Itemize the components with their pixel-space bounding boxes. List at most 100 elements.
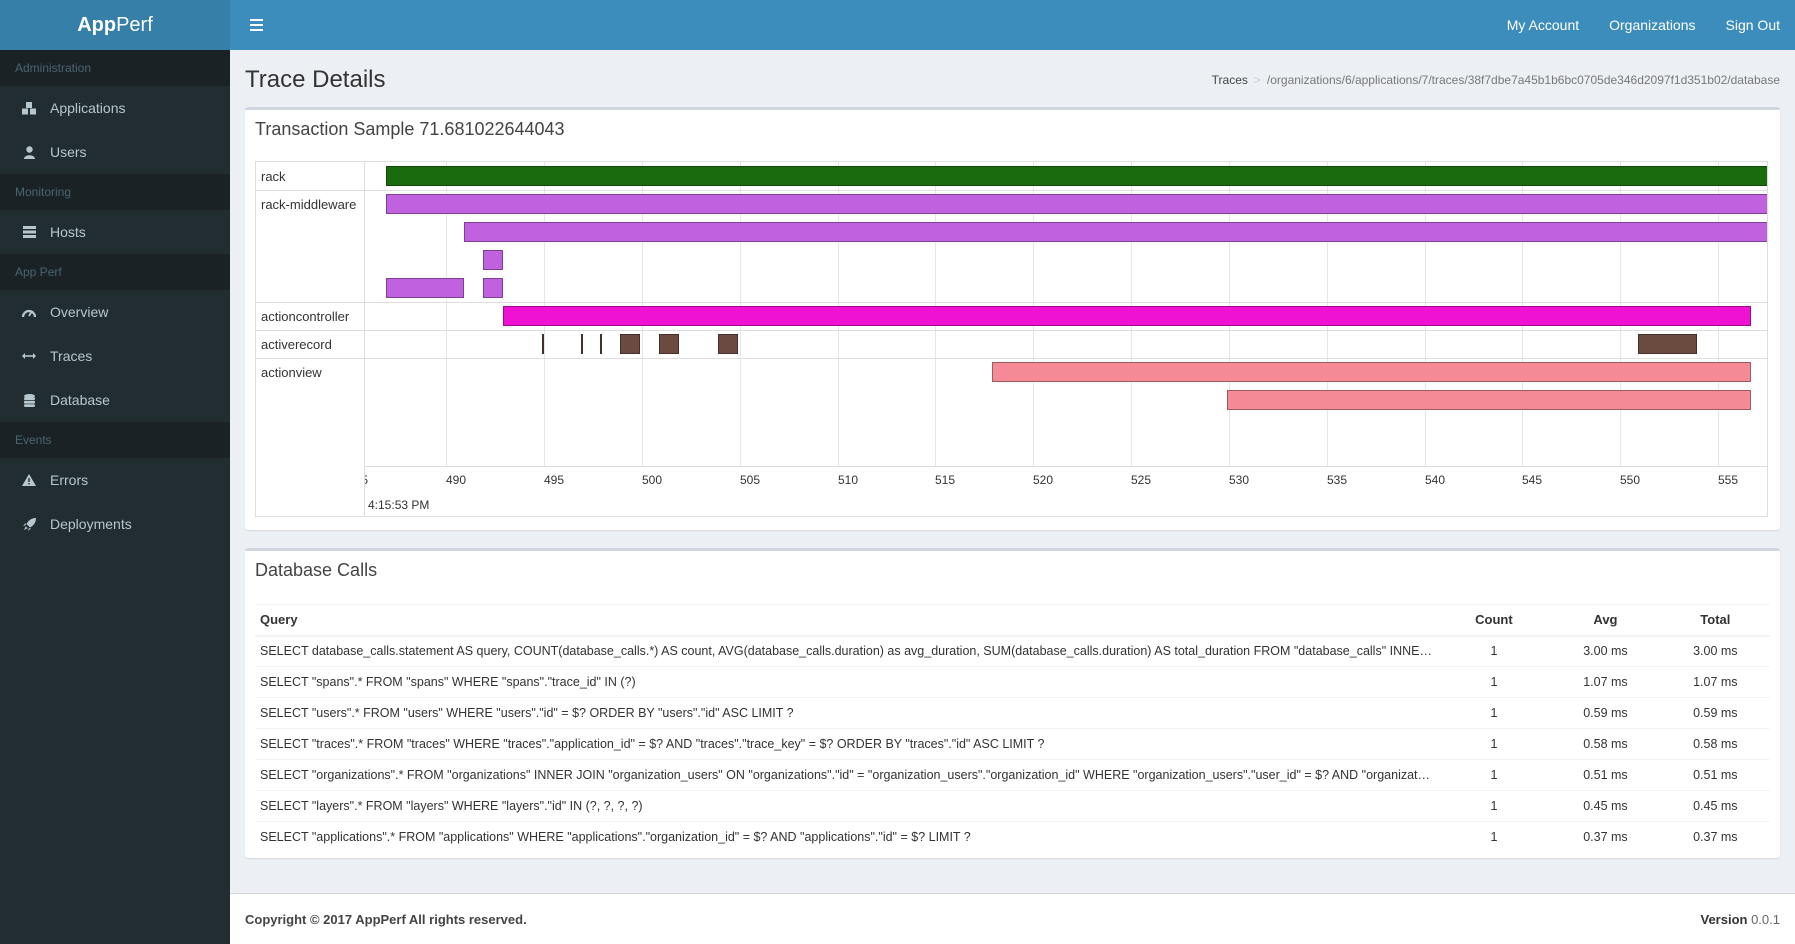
query-cell: SELECT "applications".* FROM "applicatio…: [255, 821, 1438, 853]
trace-timeline: rack rack-middleware actioncontroller activ…: [255, 161, 1768, 517]
version-number: 0.0.1: [1751, 911, 1780, 927]
sidebar-item-traces[interactable]: Traces: [0, 334, 230, 378]
logo-bold: App: [77, 13, 117, 36]
query-cell: SELECT database_calls.statement AS query…: [255, 635, 1438, 667]
breadcrumb-separator: >: [1253, 73, 1261, 87]
top-navbar: My Account Organizations Sign Out: [230, 0, 1795, 50]
x-tick-label: 510: [838, 473, 859, 487]
count-cell: 1: [1437, 666, 1551, 698]
total-cell: 0.51 ms: [1660, 759, 1770, 791]
lane-separator: [256, 302, 364, 303]
total-cell: 0.59 ms: [1660, 697, 1770, 729]
sidebar-item-label: Deployments: [50, 516, 132, 532]
sidebar-item-overview[interactable]: Overview: [0, 290, 230, 334]
page-title: Trace Details: [245, 66, 386, 93]
main-content: Trace Details Traces > /organizations/6/…: [230, 50, 1795, 893]
sidebar-header-events: Events: [0, 422, 230, 458]
breadcrumb-current: /organizations/6/applications/7/traces/3…: [1266, 73, 1780, 87]
total-cell: 1.07 ms: [1660, 666, 1770, 698]
query-cell: SELECT "traces".* FROM "traces" WHERE "t…: [255, 728, 1438, 760]
span-bar-rack-middleware[interactable]: [483, 278, 503, 298]
total-cell: 0.45 ms: [1660, 790, 1770, 822]
span-bar-activerecord[interactable]: [581, 334, 584, 354]
timeline-lane-labels: rack rack-middleware actioncontroller activ…: [256, 162, 365, 516]
lane-label-rack: rack: [261, 169, 286, 184]
span-bar-activerecord[interactable]: [718, 334, 738, 354]
lane-separator: [256, 190, 364, 191]
nav-organizations[interactable]: Organizations: [1609, 17, 1696, 33]
x-axis-line: [365, 466, 1767, 467]
column-header-query[interactable]: Query: [255, 604, 1438, 637]
avg-cell: 1.07 ms: [1550, 666, 1661, 698]
span-bar-actionview[interactable]: [1226, 390, 1752, 410]
sidebar-item-label: Hosts: [50, 224, 86, 240]
lane-separator: [365, 330, 1767, 331]
x-tick-label: 520: [1033, 473, 1054, 487]
span-bar-actioncontroller[interactable]: [502, 306, 1752, 326]
user-icon: [18, 145, 40, 159]
app-logo[interactable]: App Perf: [0, 0, 230, 50]
grid-line: [446, 162, 447, 466]
span-bar-activerecord[interactable]: [542, 334, 545, 354]
dashboard-icon: [18, 307, 40, 318]
timeline-start-time: 4:15:53 PM: [368, 498, 430, 512]
logo-light: Perf: [116, 13, 153, 36]
lane-label-activerecord: activerecord: [261, 337, 332, 352]
timeline-plot: 4:15:53 PM 485 490 495 500 505 510 515 520 525 53…: [365, 162, 1767, 516]
trace-panel: Transaction Sample 71.681022644043 rack r…: [245, 107, 1780, 530]
span-bar-activerecord[interactable]: [599, 334, 602, 354]
server-icon: [18, 226, 40, 238]
span-bar-activerecord[interactable]: [620, 334, 640, 354]
sidebar-item-users[interactable]: Users: [0, 130, 230, 174]
span-bar-rack-middleware[interactable]: [463, 222, 1767, 242]
breadcrumb-traces-link[interactable]: Traces: [1211, 73, 1248, 87]
span-bar-rack-middleware[interactable]: [385, 278, 464, 298]
x-tick-label: 555: [1718, 473, 1739, 487]
span-bar-rack-middleware[interactable]: [385, 194, 1767, 214]
column-header-count[interactable]: Count: [1437, 604, 1551, 637]
count-cell: 1: [1437, 759, 1551, 791]
query-cell: SELECT "organizations".* FROM "organizat…: [255, 759, 1438, 791]
x-tick-label: 485: [365, 473, 368, 487]
hamburger-icon[interactable]: [236, 0, 276, 50]
sidebar-item-label: Database: [50, 392, 110, 408]
sidebar: Administration Applications Users Monito…: [0, 50, 230, 944]
sidebar-item-deployments[interactable]: Deployments: [0, 502, 230, 546]
rocket-icon: [18, 517, 40, 531]
x-tick-label: 495: [544, 473, 565, 487]
sidebar-item-database[interactable]: Database: [0, 378, 230, 422]
sidebar-item-label: Applications: [50, 100, 126, 116]
sidebar-header-app-perf: App Perf: [0, 254, 230, 290]
sidebar-header-administration: Administration: [0, 50, 230, 86]
table-row: SELECT "traces".* FROM "traces" WHERE "t…: [255, 728, 1770, 760]
lane-separator: [365, 190, 1767, 191]
sidebar-item-label: Users: [50, 144, 87, 160]
sidebar-item-hosts[interactable]: Hosts: [0, 210, 230, 254]
span-bar-rack-middleware[interactable]: [483, 250, 503, 270]
span-bar-rack[interactable]: [385, 166, 1767, 186]
sidebar-item-errors[interactable]: Errors: [0, 458, 230, 502]
arrows-h-icon: [18, 352, 40, 360]
span-bar-activerecord[interactable]: [659, 334, 680, 354]
total-cell: 0.37 ms: [1660, 821, 1770, 853]
avg-cell: 0.37 ms: [1550, 821, 1661, 853]
nav-my-account[interactable]: My Account: [1506, 17, 1580, 33]
avg-cell: 3.00 ms: [1550, 635, 1661, 667]
column-header-total[interactable]: Total: [1660, 604, 1770, 637]
database-calls-table: Query Count Avg Total SELECT database_ca…: [255, 604, 1770, 853]
x-tick-label: 550: [1620, 473, 1641, 487]
span-bar-activerecord[interactable]: [1637, 334, 1697, 354]
query-cell: SELECT "layers".* FROM "layers" WHERE "l…: [255, 790, 1438, 822]
nav-sign-out[interactable]: Sign Out: [1725, 17, 1780, 33]
table-row: SELECT "applications".* FROM "applicatio…: [255, 821, 1770, 853]
table-row: SELECT database_calls.statement AS query…: [255, 635, 1770, 667]
sidebar-item-applications[interactable]: Applications: [0, 86, 230, 130]
sidebar-item-label: Errors: [50, 472, 89, 488]
lane-separator: [256, 358, 364, 359]
sidebar-header-monitoring: Monitoring: [0, 174, 230, 210]
total-cell: 0.58 ms: [1660, 728, 1770, 760]
column-header-avg[interactable]: Avg: [1550, 604, 1661, 637]
span-bar-actionview[interactable]: [992, 362, 1752, 382]
lane-label-rack-middleware: rack-middleware: [261, 197, 357, 212]
x-tick-label: 490: [446, 473, 467, 487]
